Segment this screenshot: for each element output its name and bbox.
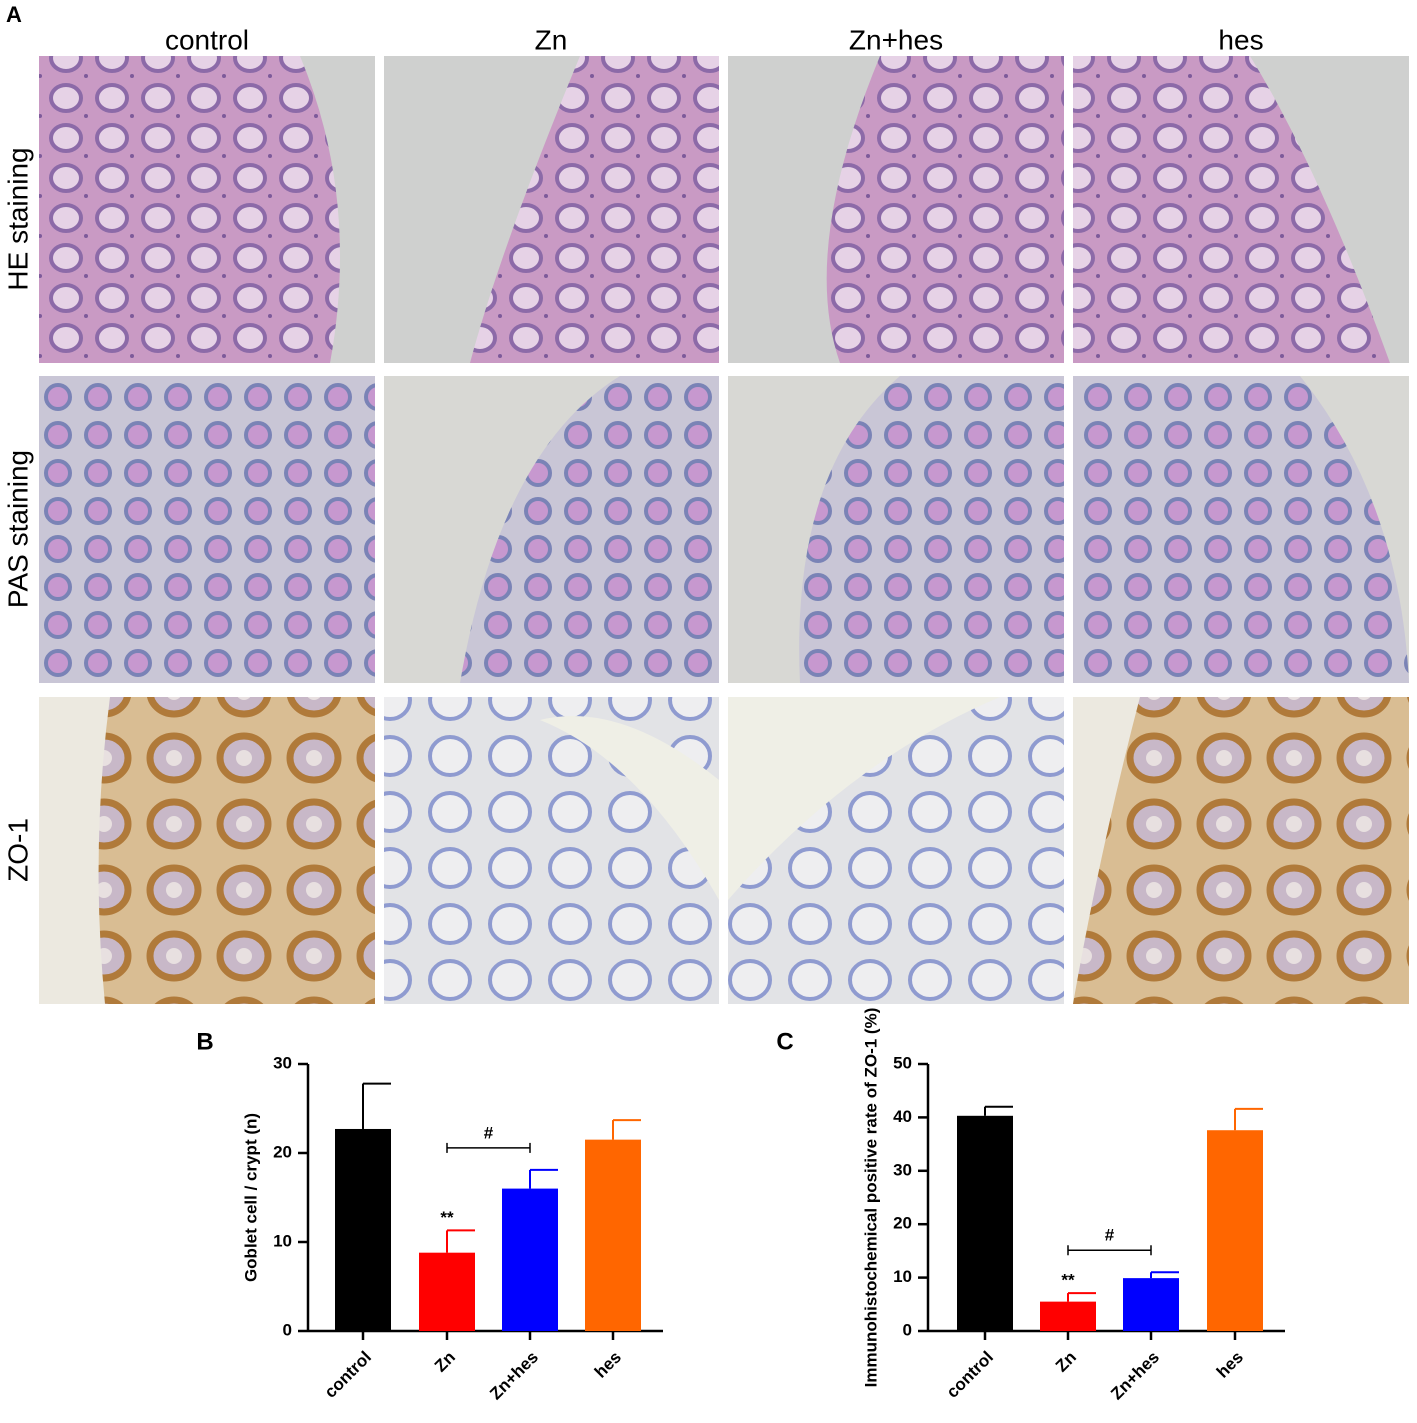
- column-label: Zn+hes: [849, 24, 943, 55]
- micrograph: [384, 697, 719, 1004]
- y-tick-label: 10: [273, 1231, 292, 1250]
- background: [728, 376, 900, 683]
- y-tick-label: 30: [893, 1160, 912, 1179]
- bar: [335, 1128, 391, 1331]
- background: [1250, 56, 1409, 363]
- background: [39, 697, 110, 1004]
- x-tick-label: control: [943, 1348, 997, 1402]
- micrographs: [39, 56, 1409, 1004]
- row-label: ZO-1: [2, 818, 33, 882]
- y-tick-label: 0: [903, 1320, 912, 1339]
- background: [540, 716, 719, 900]
- x-tick-label: Zn: [1052, 1348, 1080, 1376]
- panel-letter: B: [196, 1028, 213, 1055]
- y-tick-label: 20: [273, 1142, 292, 1161]
- bar: [585, 1139, 641, 1331]
- comparison-label: #: [1105, 1226, 1115, 1245]
- bar: [1123, 1278, 1179, 1331]
- y-tick-label: 50: [893, 1053, 912, 1072]
- y-tick-label: 10: [893, 1267, 912, 1286]
- bar: [1207, 1130, 1263, 1331]
- x-tick-label: Zn+hes: [486, 1348, 542, 1404]
- micrograph: [39, 376, 375, 683]
- background: [300, 56, 375, 363]
- y-tick-label: 40: [893, 1107, 912, 1126]
- x-tick-label: control: [321, 1348, 375, 1402]
- y-tick-label: 0: [283, 1320, 292, 1339]
- x-tick-label: Zn+hes: [1107, 1348, 1163, 1404]
- bar: [1040, 1301, 1096, 1331]
- comparison-label: #: [484, 1123, 494, 1142]
- x-tick-label: Zn: [431, 1348, 459, 1376]
- significance-mark: **: [440, 1208, 454, 1227]
- y-axis-title: Immunohistochemical positive rate of ZO-…: [861, 1008, 880, 1388]
- micrograph: [1073, 697, 1409, 1004]
- background: [384, 56, 580, 363]
- panel-letter: C: [776, 1028, 793, 1055]
- y-axis-title: Goblet cell / crypt (n): [241, 1113, 260, 1282]
- panel-letter: A: [6, 2, 22, 27]
- y-tick-label: 20: [893, 1214, 912, 1233]
- background: [384, 376, 620, 683]
- significance-mark: **: [1061, 1271, 1075, 1290]
- column-label: Zn: [535, 24, 568, 55]
- background: [1073, 697, 1140, 1004]
- y-tick-label: 30: [273, 1053, 292, 1072]
- bar: [957, 1115, 1013, 1331]
- row-label: HE staining: [2, 147, 33, 290]
- background: [728, 697, 1000, 900]
- column-label: hes: [1218, 24, 1263, 55]
- x-tick-label: hes: [591, 1348, 625, 1382]
- row-label: PAS staining: [2, 450, 33, 608]
- column-label: control: [165, 24, 249, 55]
- x-tick-label: hes: [1213, 1348, 1247, 1382]
- background: [728, 56, 880, 363]
- bar: [419, 1252, 475, 1331]
- bar: [502, 1188, 558, 1331]
- background: [1300, 376, 1409, 683]
